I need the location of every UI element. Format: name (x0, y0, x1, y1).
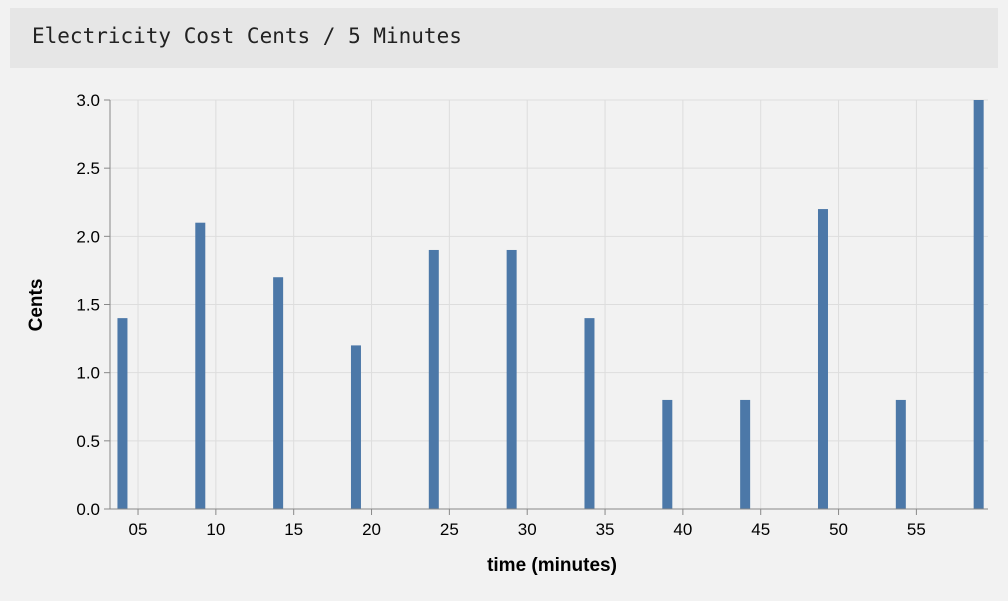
x-tick-label: 40 (673, 520, 692, 539)
bar (740, 399, 751, 509)
chart-area: 05 10 15 20 25 30 35 40 45 50 55 0.0 0.5 1.0 1.5 2.0 2.5… (0, 68, 1008, 596)
axes: 05 10 15 20 25 30 35 40 45 50 55 0.0 0.5 1.0 1.5 2.0 2.5… (76, 91, 988, 539)
bar (506, 249, 517, 509)
x-tick-label: 15 (284, 520, 303, 539)
y-tick-label: 0.5 (76, 432, 100, 451)
bar-chart: 05 10 15 20 25 30 35 40 45 50 55 0.0 0.5 1.0 1.5 2.0 2.5… (26, 91, 988, 576)
bar (817, 209, 828, 510)
x-tick-label: 05 (129, 520, 148, 539)
y-tick-label: 0.0 (76, 500, 100, 519)
y-tick-label: 2.0 (76, 227, 100, 246)
bar (195, 222, 206, 509)
grid-lines (110, 99, 988, 510)
chart-header: Electricity Cost Cents / 5 Minutes (10, 8, 998, 68)
y-tick-label: 1.5 (76, 296, 100, 315)
x-tick-label: 50 (829, 520, 848, 539)
x-tick-label: 35 (596, 520, 615, 539)
x-tick-label: 45 (751, 520, 770, 539)
x-tick-label: 55 (907, 520, 926, 539)
x-tick-label: 10 (206, 520, 225, 539)
x-tick-label: 25 (440, 520, 459, 539)
bar (350, 345, 361, 509)
bar (273, 277, 284, 509)
y-tick-label: 1.0 (76, 364, 100, 383)
y-tick-label: 2.5 (76, 159, 100, 178)
bar (117, 318, 128, 509)
bars (117, 100, 984, 510)
bar (973, 100, 984, 509)
y-tick-label: 3.0 (76, 91, 100, 110)
x-axis-label: time (minutes) (487, 555, 617, 576)
y-axis-label: Cents (26, 279, 47, 332)
bar (662, 399, 673, 509)
bar (428, 249, 439, 509)
bar (584, 318, 595, 509)
panel-title: Electricity Cost Cents / 5 Minutes (32, 24, 462, 48)
x-tick-label: 30 (518, 520, 537, 539)
x-tick-label: 20 (362, 520, 381, 539)
bar (895, 399, 906, 509)
